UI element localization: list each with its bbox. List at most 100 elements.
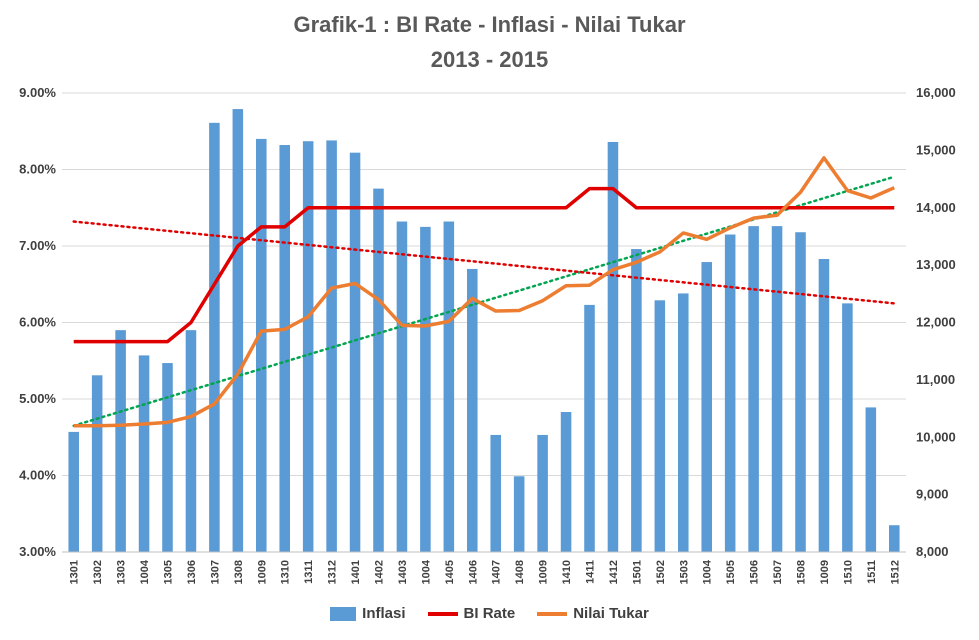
x-tick-label: 1310 [280,560,292,584]
x-tick-label: 1405 [444,560,456,584]
legend-label-nilai-tukar: Nilai Tukar [573,605,649,622]
bar-inflasi [443,221,455,552]
x-tick-label: 1508 [796,560,808,584]
legend-item-inflasi: Inflasi [330,605,406,622]
x-tick-label: 1411 [585,560,597,584]
x-tick-label: 1311 [303,560,315,584]
bar-inflasi [724,234,736,552]
y-left-tick-label: 7.00% [19,238,56,253]
y-right-tick-label: 14,000 [916,200,956,215]
y-right-tick-label: 13,000 [916,257,956,272]
y-left-tick-label: 3.00% [19,544,56,559]
y-left-tick-label: 5.00% [19,391,56,406]
y-right-tick-label: 11,000 [916,372,955,387]
bar-inflasi [256,138,267,552]
x-tick-label: 1308 [233,560,245,584]
bar-inflasi [537,434,548,552]
bar-inflasi [185,330,197,552]
bar-inflasi [467,268,478,552]
x-tick-label: 1004 [420,559,432,584]
bar-inflasi [678,293,689,552]
bar-inflasi [701,262,712,552]
x-tick-label: 1506 [749,560,761,584]
legend-label-bi-rate: BI Rate [463,605,516,622]
bar-inflasi [889,525,900,552]
bar-inflasi [490,434,501,552]
bar-inflasi [584,304,595,552]
bar-inflasi [91,375,103,552]
y-left-tick-label: 8.00% [19,162,56,177]
x-tick-label: 1512 [889,560,901,584]
x-tick-label: 1305 [163,560,175,584]
trendline [72,220,896,305]
y-right-tick-label: 15,000 [916,142,956,157]
bar-inflasi [607,141,619,552]
x-tick-label: 1507 [772,560,784,584]
x-tick-label: 1511 [866,560,878,584]
bar-inflasi [349,152,361,553]
bar-inflasi [326,140,337,552]
x-tick-label: 1501 [631,560,643,584]
bar-inflasi [373,188,384,552]
x-tick-label: 1312 [327,560,339,584]
bar-inflasi [232,109,244,552]
y-right-tick-label: 12,000 [916,315,956,330]
legend-swatch-inflasi [330,606,357,621]
x-tick-label: 1402 [374,560,386,584]
bar-inflasi [209,122,220,553]
line-bi-rate [73,186,895,344]
x-tick-label: 1009 [819,560,831,584]
bar-inflasi [818,259,830,552]
x-tick-label: 1301 [69,560,81,584]
legend-label-inflasi: Inflasi [362,605,406,622]
x-tick-label: 1408 [514,560,526,584]
y-right-tick-label: 9,000 [916,487,949,502]
x-tick-label: 1009 [256,560,268,584]
bar-inflasi [115,330,126,552]
bar-inflasi [420,226,431,552]
x-tick-label: 1009 [538,560,550,584]
bar-inflasi [842,303,853,552]
chart-subtitle: 2013 - 2015 [430,47,549,72]
chart-title: Grafik-1 : BI Rate - Inflasi - Nilai Tuk… [293,12,686,37]
bar-inflasi [560,412,572,552]
bar-inflasi [68,431,79,552]
legend: Inflasi BI Rate Nilai Tukar [0,605,979,622]
x-tick-label: 1503 [678,560,690,584]
line-nilai-tukar [73,156,895,428]
x-tick-label: 1004 [702,559,714,584]
bar-inflasi [654,300,666,552]
y-left-tick-label: 9.00% [19,85,56,100]
x-tick-label: 1410 [561,560,573,584]
x-tick-label: 1307 [209,560,221,584]
x-tick-label: 1403 [397,560,409,584]
x-tick-label: 1306 [186,560,198,584]
bar-inflasi [771,226,783,553]
bar-inflasi [396,221,408,552]
bar-inflasi [302,141,314,552]
trendline [72,175,896,428]
bar-inflasi [748,226,759,553]
bar-inflasi [279,145,290,552]
x-tick-label: 1505 [725,560,737,584]
x-tick-label: 1502 [655,560,667,584]
x-tick-label: 1407 [491,560,503,584]
x-tick-label: 1004 [139,559,151,584]
y-left-tick-label: 6.00% [19,315,56,330]
bar-inflasi [631,249,642,552]
x-tick-label: 1412 [608,560,620,584]
bar-inflasi [138,355,150,552]
y-right-tick-label: 10,000 [916,429,956,444]
bar-inflasi [865,407,877,552]
x-tick-label: 1302 [92,560,104,584]
x-tick-label: 1406 [467,560,479,584]
x-tick-label: 1510 [842,560,854,584]
y-right-tick-label: 16,000 [916,85,956,100]
legend-item-bi-rate: BI Rate [427,605,516,622]
bar-inflasi [513,476,525,552]
x-tick-label: 1303 [116,560,128,584]
bar-inflasi [162,363,173,552]
x-tick-label: 1401 [350,560,362,584]
bar-inflasi [795,232,806,553]
